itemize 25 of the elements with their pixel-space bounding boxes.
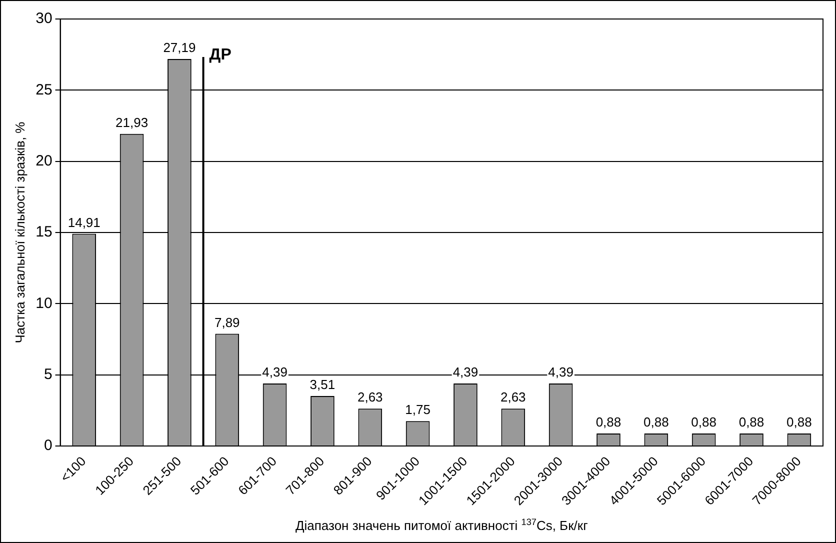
data-label: 7,89 (214, 314, 240, 330)
data-label: 0,88 (644, 414, 669, 430)
y-tick-label: 20 (36, 152, 52, 170)
data-label: 4,39 (548, 364, 574, 380)
data-label: 0,88 (738, 414, 764, 430)
data-label: 4,39 (262, 364, 288, 380)
y-tick-label: 0 (44, 437, 52, 454)
data-label: 0,88 (691, 414, 716, 430)
y-tick-label: 30 (36, 10, 52, 28)
y-tick-label: 5 (44, 366, 52, 383)
data-label: 0,88 (786, 414, 812, 430)
data-label: 14,91 (68, 214, 100, 230)
y-tick-label: 25 (36, 81, 52, 98)
y-tick-label: 10 (36, 294, 52, 312)
data-label: 2,63 (357, 390, 383, 405)
data-label: 4,39 (452, 364, 478, 380)
data-label: 27,19 (163, 40, 196, 56)
y-tick-label: 15 (36, 224, 52, 241)
ref-line-label: ДР (209, 46, 232, 64)
data-label: 3,51 (310, 377, 336, 392)
data-label: 2,63 (500, 390, 526, 405)
data-label: 0,88 (596, 414, 622, 430)
data-label: 21,93 (116, 114, 148, 130)
data-label: 1,75 (405, 402, 430, 418)
y-axis-title: Частка загальної кількості зразків, % (12, 121, 28, 344)
